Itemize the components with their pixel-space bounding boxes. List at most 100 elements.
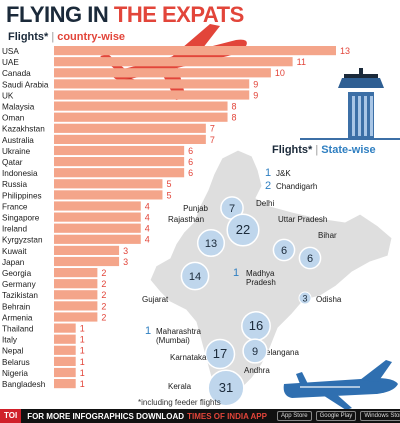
windows-store-badge[interactable]: Windows Store (360, 411, 400, 421)
bar-label-italy: Italy (2, 336, 18, 345)
bar-uae (54, 57, 293, 67)
bar-value-qatar: 6 (188, 157, 193, 167)
bar-indonesia (54, 168, 185, 178)
state-label-punjab: Punjab (183, 204, 208, 213)
bar-value-germany: 2 (101, 279, 106, 289)
state-label-maharashtra-mumbai-1: (Mumbai) (156, 336, 190, 345)
bar-label-uae: UAE (2, 58, 19, 67)
bar-value-singapore: 4 (145, 213, 150, 223)
state-label-telangana: Telangana (262, 348, 299, 357)
bubble-value-bihar: 6 (307, 253, 313, 265)
bar-france (54, 201, 141, 211)
google-play-badge[interactable]: Google Play (315, 411, 357, 421)
airplane-blue-icon (283, 360, 398, 410)
bar-value-kuwait: 3 (123, 246, 128, 256)
bar-label-usa: USA (2, 47, 19, 56)
page-title: FLYING IN THE EXPATS (6, 2, 244, 28)
bar-japan (54, 256, 120, 267)
bar-ukraine (54, 145, 185, 156)
bubble-andhra (242, 338, 268, 364)
bubble-value-j-k: 1 (265, 167, 271, 179)
bar-label-kuwait: Kuwait (2, 247, 27, 256)
bubble-value-madhya-pradesh: 1 (233, 267, 239, 279)
bubble-value-maharashtra-mumbai: 1 (145, 325, 151, 337)
bubble-value-odisha-inner: 3 (302, 294, 307, 304)
subtitle-country-separator: | (51, 31, 55, 43)
bar-tazikistan (54, 290, 98, 300)
state-label-chandigarh: Chandigarh (276, 182, 317, 191)
state-label-karnataka: Karnataka (170, 353, 207, 362)
control-tower-icon (300, 68, 400, 140)
bar-value-canada: 10 (275, 68, 285, 78)
state-label-madhya-pradesh-1: Pradesh (246, 278, 276, 287)
toi-logo: TOI (0, 409, 22, 423)
bubble-value-telangana: 16 (249, 318, 263, 333)
bar-value-nigeria: 1 (80, 368, 85, 378)
bubble-value-andhra: 9 (252, 346, 258, 358)
bubble-value-delhi: 22 (236, 222, 250, 237)
bar-value-italy: 1 (80, 335, 85, 345)
bar-philippines (54, 190, 163, 200)
india-map-shape (149, 149, 393, 399)
bar-value-uk: 9 (253, 90, 258, 100)
bar-singapore (54, 212, 141, 222)
bar-value-japan: 3 (123, 257, 128, 267)
bar-label-canada: Canada (2, 69, 31, 78)
bar-value-behrain: 2 (101, 301, 106, 311)
bubble-bihar (298, 246, 322, 270)
bar-value-ukraine: 6 (188, 146, 193, 156)
bar-label-armenia: Armenia (2, 313, 33, 322)
footnote: *including feeder flights (138, 398, 221, 407)
state-label-odisha: Odisha (316, 295, 342, 304)
bubble-value-kerala: 31 (219, 380, 233, 395)
bar-value-philippines: 5 (166, 190, 171, 200)
bar-value-australia: 7 (210, 135, 215, 145)
subtitle-state-separator: | (315, 144, 319, 156)
bar-label-saudi-arabia: Saudi Arabia (2, 80, 49, 89)
bar-value-kazakhstan: 7 (210, 124, 215, 134)
state-label-kerala: Kerala (168, 382, 192, 391)
state-label-bihar: Bihar (318, 231, 337, 240)
bar-label-germany: Germany (2, 280, 37, 289)
state-label-gujarat: Gujarat (142, 295, 169, 304)
bar-italy (54, 334, 76, 344)
bar-bangladesh (54, 379, 76, 389)
bar-russia (54, 179, 163, 189)
bar-canada (54, 68, 271, 78)
bubble-karnataka (204, 338, 236, 370)
subtitle-state: Flights* | State-wise (272, 144, 376, 156)
bar-germany (54, 279, 98, 289)
bar-value-france: 4 (145, 201, 150, 211)
bar-label-bangladesh: Bangladesh (2, 380, 46, 389)
bar-value-oman: 8 (232, 113, 237, 123)
footer-banner[interactable]: TOI FOR MORE INFOGRAPHICS DOWNLOAD TIMES… (0, 409, 400, 423)
app-store-badge[interactable]: App Store (276, 411, 312, 421)
bar-behrain (54, 301, 98, 311)
bubble-gujarat (180, 261, 210, 291)
state-label-j-k: J&K (276, 169, 291, 178)
bar-label-japan: Japan (2, 258, 25, 267)
bar-label-oman: Oman (2, 114, 25, 123)
bubble-delhi (226, 213, 260, 247)
state-label-delhi: Delhi (256, 199, 274, 208)
bar-label-russia: Russia (2, 180, 27, 189)
bar-value-indonesia: 6 (188, 168, 193, 178)
title-part-2: THE EXPATS (113, 2, 244, 27)
bar-label-behrain: Behrain (2, 302, 31, 311)
bar-label-philippines: Philippines (2, 191, 42, 200)
state-label-maharashtra-mumbai-0: Maharashtra (156, 327, 201, 336)
subtitle-state-rest: State-wise (321, 144, 376, 156)
bar-ireland (54, 223, 141, 233)
footer-text: FOR MORE INFOGRAPHICS DOWNLOAD (27, 411, 185, 421)
bar-usa (54, 46, 336, 56)
bubble-value-karnataka: 17 (213, 346, 227, 361)
state-label-madhya-pradesh-0: Madhya (246, 269, 275, 278)
bar-label-nepal: Nepal (2, 347, 24, 356)
state-label-andhra: Andhra (244, 366, 270, 375)
footer-app-name: TIMES OF INDIA APP (187, 411, 267, 421)
bar-value-nepal: 1 (80, 346, 85, 356)
bar-thailand (54, 323, 76, 333)
bar-qatar (54, 157, 185, 167)
bar-value-armenia: 2 (101, 312, 106, 322)
